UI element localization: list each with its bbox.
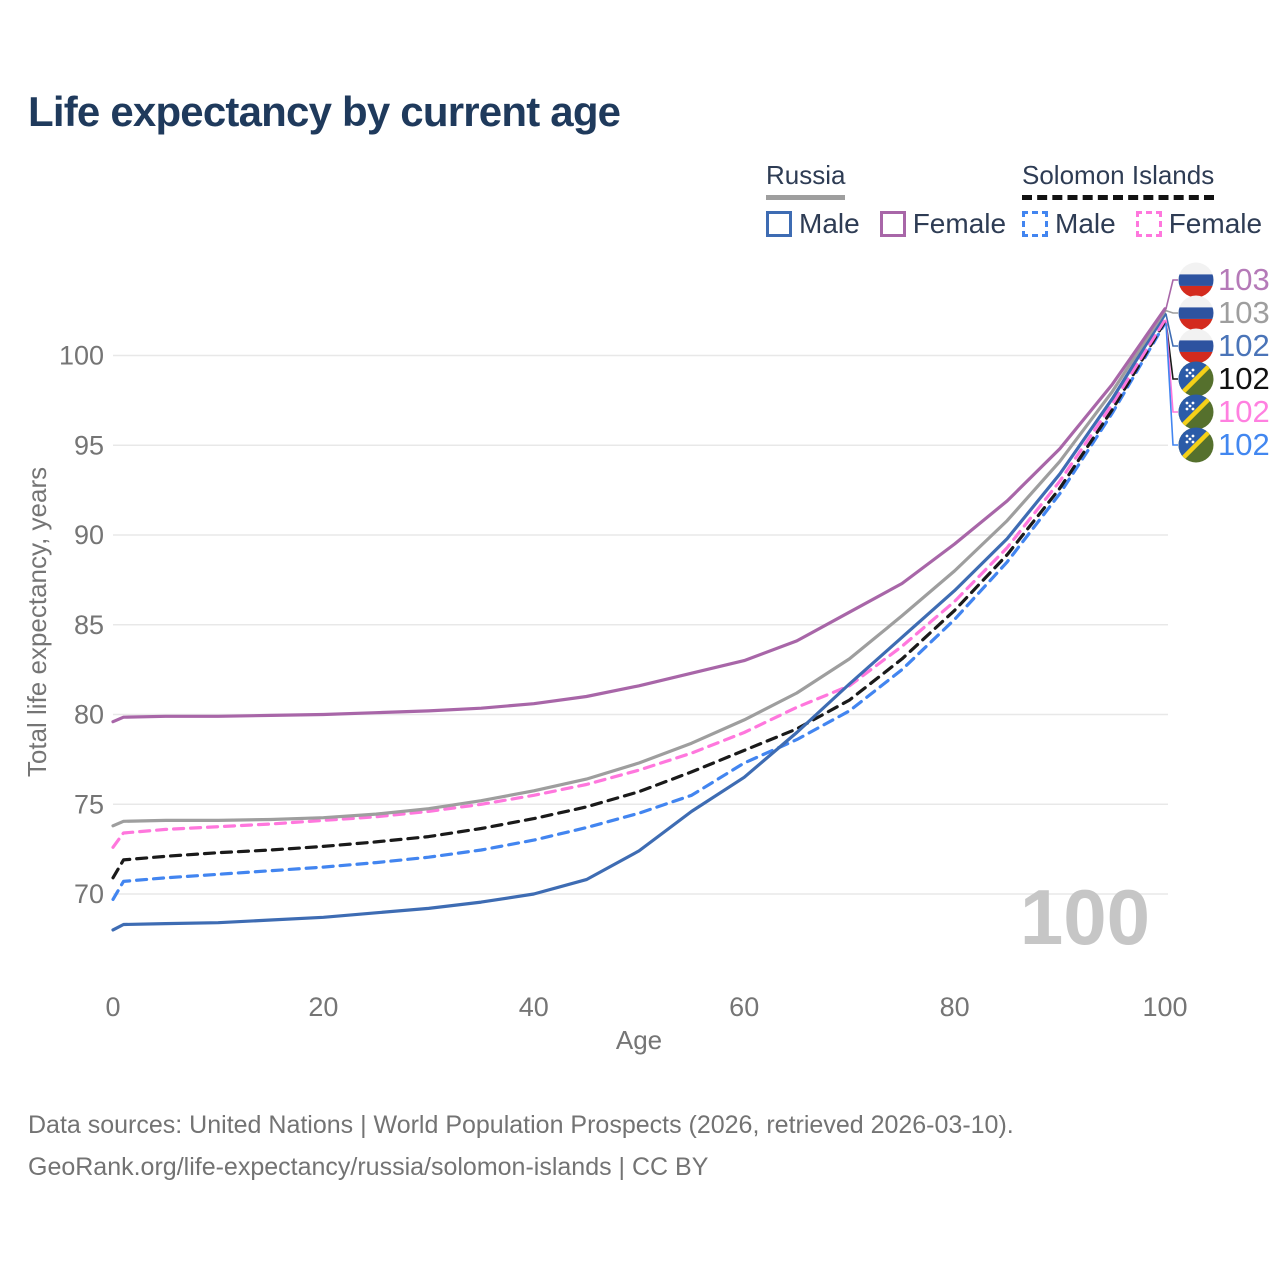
legend-header-russia: Russia [766,160,846,200]
legend-item-russia-female[interactable]: Female [879,208,1007,240]
end-value-label-si-all: 102 [1218,361,1270,396]
legend-item-solomon-female[interactable]: Female [1135,208,1263,240]
legend-country-label: Russia [766,160,846,190]
end-value-label-russia-all: 103 [1218,295,1270,330]
legend-item-label: Male [799,208,860,239]
x-tick-label: 60 [729,992,759,1022]
flag-russia-icon [1178,262,1214,298]
callout-connector [1165,323,1178,446]
series-line-si-male[interactable] [111,321,1167,901]
y-tick-label: 100 [59,341,104,371]
flag-russia-icon [1178,328,1214,364]
series-line-russia-all[interactable] [111,309,1167,828]
x-tick-label: 20 [308,992,338,1022]
callout-connector [1165,279,1178,309]
x-axis-title: Age [616,1025,662,1055]
legend-item-label: Female [912,208,1007,239]
flag-solomon-islands-icon [1178,361,1214,397]
y-axis-title: Total life expectancy, years [22,467,52,777]
end-value-label-russia-female: 103 [1218,262,1270,297]
callout-connector [1165,309,1178,314]
end-value-label-si-female: 102 [1218,394,1270,429]
y-tick-label: 80 [74,700,104,730]
russia-male-swatch-icon [766,211,792,237]
x-tick-label: 100 [1142,992,1187,1022]
x-tick-label: 0 [105,992,120,1022]
y-tick-label: 75 [74,789,104,819]
legend-country-label: Solomon Islands [1022,160,1215,190]
footer-attribution-link: GeoRank.org/life-expectancy/russia/solom… [28,1153,709,1181]
flag-russia-icon [1178,295,1214,331]
legend-item-label: Male [1055,208,1116,239]
legend-item-russia-male[interactable]: Male [766,208,860,240]
series-line-russia-female[interactable] [111,307,1167,724]
flag-solomon-islands-icon [1178,394,1214,430]
y-tick-label: 70 [74,879,104,909]
end-value-label-si-male: 102 [1218,427,1270,462]
solid-line-swatch [766,195,846,200]
legend-item-solomon-male[interactable]: Male [1022,208,1116,240]
solomon-male-swatch-icon [1022,211,1048,237]
y-tick-label: 95 [74,430,104,460]
series-line-si-all[interactable] [111,319,1167,880]
x-tick-label: 80 [940,992,970,1022]
footer-data-sources: Data sources: United Nations | World Pop… [28,1111,1014,1139]
series-line-si-female[interactable] [111,318,1167,849]
x-tick-label: 40 [519,992,549,1022]
legend-group-russia: Russia Male Female [766,160,1006,240]
dashed-line-swatch [1022,195,1215,200]
y-tick-label: 85 [74,610,104,640]
footer: Data sources: United Nations | World Pop… [28,1104,1014,1188]
watermark-age-counter: 100 [1020,873,1150,961]
legend-group-solomon-islands: Solomon Islands Male Female [1022,160,1262,240]
legend-item-label: Female [1168,208,1263,239]
series-line-russia-male[interactable] [111,312,1167,932]
legend-header-solomon-islands: Solomon Islands [1022,160,1215,200]
russia-female-swatch-icon [879,211,906,237]
end-value-label-russia-male: 102 [1218,328,1270,363]
flag-solomon-islands-icon [1178,427,1214,463]
y-tick-label: 90 [74,520,104,550]
solomon-female-swatch-icon [1135,211,1162,237]
page-title: Life expectancy by current age [28,88,621,135]
callout-connector [1165,314,1178,347]
